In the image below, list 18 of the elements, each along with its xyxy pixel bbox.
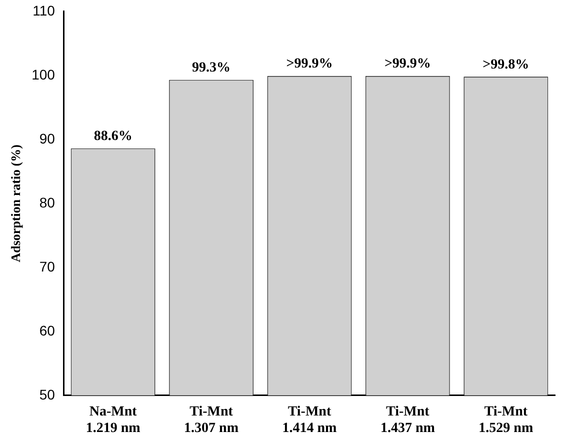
y-tick-label: 50	[39, 386, 56, 402]
y-axis-title: Adsorption ratio (%)	[8, 144, 24, 262]
y-tick-label: 90	[39, 130, 56, 146]
data-label: >99.9%	[286, 56, 333, 72]
data-label: >99.8%	[482, 57, 530, 72]
x-tick-label: Ti-Mnt 1.437 nm	[380, 404, 436, 436]
x-tick-label: Na-Mnt 1.219 nm	[86, 404, 141, 436]
y-tick-label: 110	[32, 2, 56, 18]
data-label: 88.6%	[94, 128, 132, 144]
x-tick-label: Ti-Mnt 1.414 nm	[282, 404, 338, 436]
data-label: >99.9%	[384, 56, 431, 72]
x-tick-label: Ti-Mnt 1.307 nm	[184, 404, 239, 436]
y-tick-label: 80	[39, 194, 56, 210]
data-label: 99.3%	[192, 60, 231, 76]
y-tick-label: 70	[39, 258, 56, 274]
y-tick-label: 60	[39, 322, 56, 338]
y-tick-label: 100	[32, 66, 56, 82]
x-tick-label: Ti-Mnt 1.529 nm	[478, 404, 534, 436]
